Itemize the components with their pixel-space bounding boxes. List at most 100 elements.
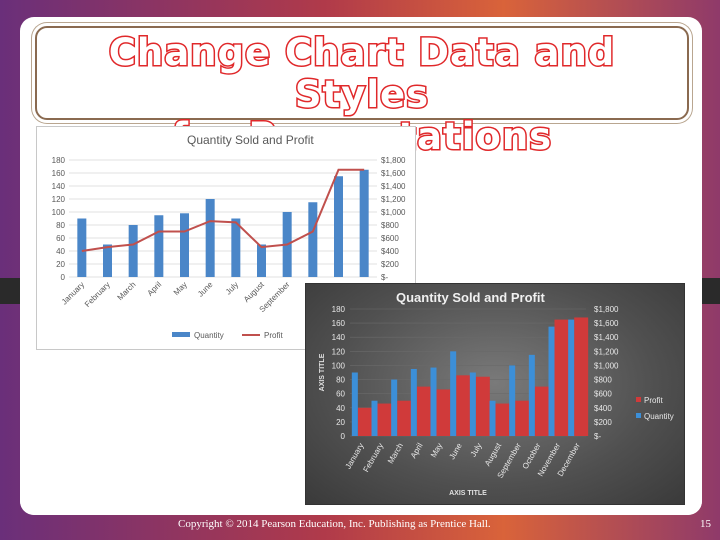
- legend-swatch-profit: [636, 397, 641, 402]
- bar-quantity: [77, 218, 87, 277]
- chart-title: Quantity Sold and Profit: [187, 133, 314, 147]
- bar-profit: [436, 389, 451, 436]
- bar-profit: [377, 403, 392, 436]
- legend-swatch-quantity: [172, 332, 190, 337]
- bar-quantity: [450, 351, 457, 436]
- bar-quantity: [430, 367, 437, 436]
- bar-profit: [475, 376, 490, 436]
- left-tick-label: 180: [332, 305, 346, 314]
- left-tick-label: 0: [61, 273, 66, 282]
- y-axis-title: AXIS TITLE: [319, 353, 326, 391]
- right-tick-label: $800: [381, 221, 399, 230]
- bar-profit: [554, 319, 569, 436]
- bar-profit: [397, 400, 412, 436]
- legend-swatch-quantity: [636, 413, 641, 418]
- right-tick-label: $1,000: [594, 361, 619, 370]
- category-label: April: [146, 280, 164, 298]
- left-tick-label: 80: [56, 221, 65, 230]
- right-tick-label: $200: [594, 418, 612, 427]
- right-tick-label: $1,400: [594, 333, 619, 342]
- left-tick-label: 160: [52, 169, 66, 178]
- category-label: August: [483, 441, 504, 468]
- category-label: March: [386, 442, 405, 466]
- right-tick-label: $200: [381, 260, 399, 269]
- left-tick-label: 160: [332, 319, 346, 328]
- bar-profit: [515, 400, 530, 436]
- bar-quantity: [257, 244, 266, 277]
- chart-dark[interactable]: Quantity Sold and Profit 180 160 140 120 100 8…: [305, 283, 685, 505]
- right-tick-label: $1,600: [381, 169, 406, 178]
- right-tick-label: $-: [594, 432, 601, 441]
- footer-copyright: Copyright © 2014 Pearson Education, Inc.…: [178, 518, 491, 530]
- legend-label-profit: Profit: [264, 331, 283, 340]
- bar-quantity: [103, 244, 112, 277]
- right-tick-label: $400: [381, 247, 399, 256]
- bar-quantity: [509, 365, 516, 436]
- right-tick-label: $1,200: [381, 195, 406, 204]
- left-tick-label: 140: [52, 182, 66, 191]
- left-tick-label: 40: [336, 404, 345, 413]
- category-label: June: [447, 441, 464, 461]
- left-tick-label: 180: [52, 156, 66, 165]
- bar-quantity: [391, 379, 398, 436]
- bar-quantity: [205, 199, 215, 277]
- left-tick-label: 20: [56, 260, 65, 269]
- bar-quantity: [128, 225, 138, 277]
- right-tick-label: $1,200: [594, 347, 619, 356]
- left-tick-label: 140: [332, 333, 346, 342]
- left-tick-label: 100: [332, 361, 346, 370]
- left-tick-label: 120: [52, 195, 66, 204]
- bar-quantity: [154, 215, 164, 277]
- legend-label-quantity: Quantity: [644, 412, 674, 421]
- bar-quantity: [351, 372, 358, 436]
- right-tick-label: $1,600: [594, 319, 619, 328]
- chart-title: Quantity Sold and Profit: [396, 290, 545, 305]
- right-tick-label: $1,400: [381, 182, 406, 191]
- category-label: May: [172, 280, 189, 297]
- left-tick-label: 60: [56, 234, 65, 243]
- right-tick-label: $1,800: [381, 156, 406, 165]
- slide-title: Change Chart Data and Styles for Present…: [37, 30, 687, 159]
- right-tick-label: $800: [594, 376, 612, 385]
- category-label: June: [196, 280, 215, 299]
- left-tick-label: 80: [336, 376, 345, 385]
- left-tick-label: 0: [341, 432, 346, 441]
- category-label: July: [469, 442, 484, 459]
- bar-profit: [456, 375, 471, 436]
- legend-label-quantity: Quantity: [194, 331, 224, 340]
- bar-quantity: [548, 326, 555, 436]
- right-tick-label: $600: [594, 390, 612, 399]
- line-profit: [81, 168, 365, 252]
- left-tick-label: 20: [336, 418, 345, 427]
- bar-profit: [574, 317, 589, 436]
- category-label: May: [429, 442, 444, 460]
- category-label: August: [242, 280, 267, 305]
- x-axis-title: AXIS TITLE: [449, 490, 487, 497]
- bar-profit: [534, 386, 549, 436]
- bar-quantity: [371, 400, 378, 436]
- left-tick-label: 120: [332, 347, 346, 356]
- bar-quantity: [308, 202, 318, 277]
- left-tick-label: 40: [56, 247, 65, 256]
- left-tick-label: 100: [52, 208, 66, 217]
- bar-quantity: [489, 400, 496, 436]
- legend-label-profit: Profit: [644, 396, 663, 405]
- title-box[interactable]: Change Chart Data and Styles for Present…: [35, 26, 689, 159]
- right-tick-label: $600: [381, 234, 399, 243]
- bar-quantity: [334, 176, 343, 277]
- bar-quantity: [180, 213, 189, 277]
- chart-light-svg: Quantity Sold and Profit 180 160 140 120 100 8…: [52, 133, 406, 340]
- chart-dark-svg: Quantity Sold and Profit 180 160 140 120 100 8…: [319, 290, 674, 497]
- page-number: 15: [700, 518, 711, 530]
- bar-quantity: [528, 354, 535, 436]
- bar-quantity: [568, 319, 575, 436]
- category-label: March: [115, 280, 137, 302]
- bar-profit: [416, 386, 431, 436]
- bar-quantity: [410, 368, 417, 436]
- right-tick-label: $-: [381, 273, 388, 282]
- right-tick-label: $1,800: [594, 305, 619, 314]
- title-line-1: Change Chart Data and Styles: [107, 30, 616, 117]
- right-tick-label: $400: [594, 404, 612, 413]
- bar-profit: [357, 407, 372, 436]
- bar-quantity: [231, 218, 241, 277]
